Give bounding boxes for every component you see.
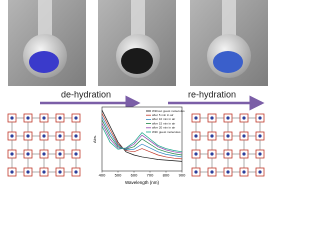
lattice-atom (258, 116, 262, 120)
lattice-atom (242, 116, 246, 120)
x-tick-label: 500 (115, 173, 122, 178)
series-line (101, 110, 183, 162)
lattice-atom (258, 134, 262, 138)
lattice-atom (258, 152, 262, 156)
y-axis-label: Abs. (92, 135, 97, 143)
legend-label: after 20 min in air (152, 126, 175, 130)
legend-label: after 10 min in air (152, 117, 175, 121)
lattice-atom (194, 116, 198, 120)
series-line (101, 116, 183, 158)
lattice-atom (74, 170, 78, 174)
lattice-atom (242, 134, 246, 138)
lattice-atom (210, 170, 214, 174)
lattice-atom (226, 116, 230, 120)
lattice-atom (42, 170, 46, 174)
x-tick-label: 600 (131, 173, 138, 178)
label: de-hydration (61, 89, 111, 99)
lattice-atom (210, 116, 214, 120)
series-line (101, 126, 183, 153)
photo-3 (190, 0, 268, 86)
lattice-atom (58, 116, 62, 120)
lattice-atom (42, 152, 46, 156)
lattice-atom (26, 152, 30, 156)
lattice-atom (26, 170, 30, 174)
legend-label: after 5 min in air (152, 113, 174, 117)
lattice-atom (226, 170, 230, 174)
lattice-atom (10, 134, 14, 138)
lattice-atom (58, 152, 62, 156)
lattice-atom (194, 152, 198, 156)
lattice-atom (42, 134, 46, 138)
lattice-atom (42, 116, 46, 120)
lattice-atom (26, 134, 30, 138)
x-axis-label: Wavelength (nm) (125, 180, 160, 185)
x-tick-label: 700 (147, 173, 154, 178)
lattice-atom (226, 134, 230, 138)
x-tick-label: 400 (99, 173, 106, 178)
figure: de-hydration re-hydration Abs. Wavelengt… (7, 0, 268, 185)
lattice-atom (10, 170, 14, 174)
series-line (101, 119, 183, 156)
lattice-atom (26, 116, 30, 120)
legend-label: after 15 min in air (152, 121, 175, 125)
lattice-atom (58, 170, 62, 174)
x-tick-label: 900 (179, 173, 186, 178)
label: re-hydration (188, 89, 236, 99)
legend-label: Without guest molecules (152, 109, 185, 113)
lattice-node (71, 167, 81, 177)
photo-2 (98, 0, 176, 86)
lattice-atom (74, 134, 78, 138)
legend-label: With guest molecules (152, 130, 181, 134)
lattice-atom (74, 116, 78, 120)
photo-1 (8, 0, 86, 86)
x-tick-label: 800 (163, 173, 170, 178)
series-line (101, 113, 183, 160)
series-line (101, 122, 183, 154)
lattice-atom (74, 152, 78, 156)
lattice-atom (258, 170, 262, 174)
lattice-atom (242, 152, 246, 156)
lattice-atom (58, 134, 62, 138)
lattice-atom (210, 152, 214, 156)
lattice-atom (226, 152, 230, 156)
lattice-node (255, 167, 265, 177)
lattice-atom (210, 134, 214, 138)
lattice-atom (242, 170, 246, 174)
lattice-atom (194, 134, 198, 138)
lattice-atom (194, 170, 198, 174)
lattice-atom (10, 116, 14, 120)
lattice-atom (10, 152, 14, 156)
